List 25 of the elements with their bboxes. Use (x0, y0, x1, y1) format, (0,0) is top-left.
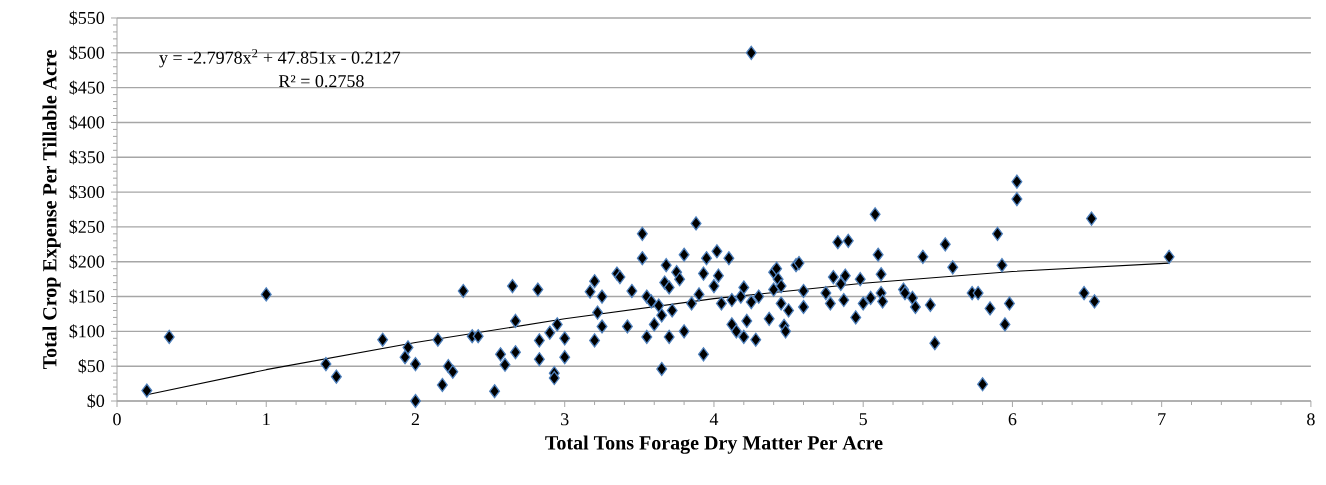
x-tick-label: 2 (411, 413, 419, 426)
y-tick-label: $350 (69, 150, 105, 165)
y-tick-label: $400 (69, 115, 105, 130)
x-axis-title: Total Tons Forage Dry Matter Per Acre (545, 435, 883, 454)
x-tick-label: 0 (113, 413, 121, 426)
y-tick-label: $250 (69, 219, 105, 235)
x-tick-label: 1 (263, 413, 270, 426)
y-axis-title: Total Crop Expense Per Tillable Acre (42, 50, 61, 370)
x-tick-label: 4 (709, 413, 719, 426)
x-tick-label: 8 (1307, 413, 1315, 426)
y-tick-label: $500 (69, 45, 105, 61)
x-tick-label: 5 (859, 413, 867, 426)
annotation: R² = 0.2758 (278, 75, 364, 88)
y-tick-label: $450 (69, 80, 105, 95)
y-tick-label: $550 (69, 10, 105, 26)
x-tick-label: 7 (1158, 413, 1166, 425)
x-tick-label: 6 (1008, 413, 1017, 426)
y-tick-label: $150 (69, 289, 105, 304)
y-tick-label: $100 (69, 324, 105, 339)
y-tick-label: $200 (69, 254, 105, 269)
y-tick-label: $300 (69, 184, 105, 200)
x-tick-label: 3 (561, 413, 569, 426)
y-tick-label: $50 (78, 358, 105, 374)
y-tick-label: $0 (87, 393, 105, 409)
annotation: y = -2.7978x$^{2}$ + 47.851x - 0.2127 (159, 48, 401, 68)
